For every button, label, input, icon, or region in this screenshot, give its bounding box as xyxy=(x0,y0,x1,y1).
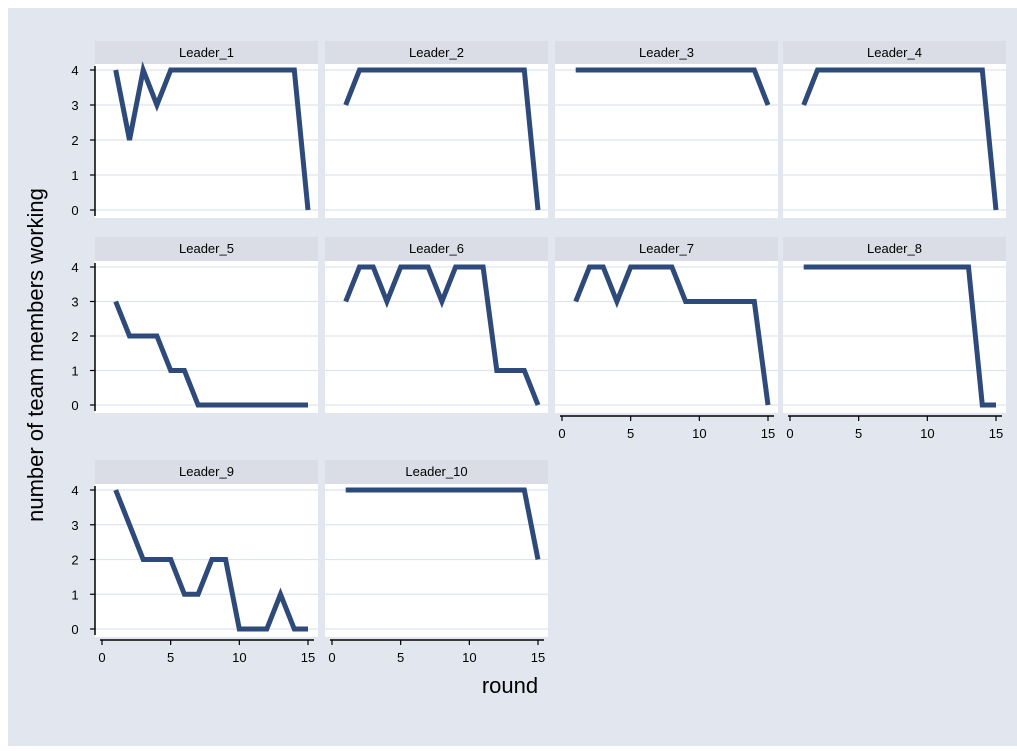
y-tick-label: 4 xyxy=(71,260,78,275)
panel-title: Leader_7 xyxy=(639,241,694,256)
y-tick-label: 1 xyxy=(71,168,78,183)
panel-plot-area xyxy=(783,64,1006,218)
y-tick-label: 0 xyxy=(71,203,78,218)
series-line-leader-8 xyxy=(803,264,996,408)
panel-plot-area xyxy=(95,64,318,218)
x-tick-label: 5 xyxy=(855,426,862,441)
series-line-leader-3 xyxy=(575,67,771,106)
series-line-leader-2 xyxy=(343,67,541,211)
x-axis-label: round xyxy=(482,673,538,698)
y-tick-label: 3 xyxy=(71,518,78,533)
series-line-leader-7 xyxy=(573,264,771,406)
x-tick-label: 5 xyxy=(397,650,404,665)
y-tick-label: 3 xyxy=(71,98,78,113)
panel-strip xyxy=(95,41,318,64)
panel-title: Leader_6 xyxy=(409,241,464,256)
x-tick-label: 15 xyxy=(531,650,545,665)
series-line-leader-1 xyxy=(113,61,311,211)
x-tick-label: 10 xyxy=(462,650,476,665)
panel-title: Leader_10 xyxy=(405,464,467,479)
panel-title: Leader_1 xyxy=(179,45,234,60)
y-tick-label: 3 xyxy=(71,295,78,310)
panel-strip xyxy=(555,41,778,64)
panel-title: Leader_3 xyxy=(639,45,694,60)
panel-1: Leader_1 0 1 2 3 4 xyxy=(71,41,318,218)
panel-strip xyxy=(555,237,778,261)
x-tick-label: 0 xyxy=(328,650,335,665)
panel-strip xyxy=(325,237,548,261)
panel-9: Leader_9 0 1 2 3 4 0 5 10 15 xyxy=(71,460,318,665)
panel-2: Leader_2 xyxy=(325,41,548,218)
panel-strip xyxy=(783,41,1006,64)
panel-plot-area xyxy=(95,484,318,637)
y-tick-label: 1 xyxy=(71,587,78,602)
x-tick-label: 15 xyxy=(761,426,775,441)
panel-7: Leader_7 0 5 10 15 xyxy=(555,237,778,441)
panel-plot-area xyxy=(555,261,778,413)
panel-3: Leader_3 xyxy=(555,41,778,218)
panel-plot-area xyxy=(555,64,778,218)
panel-title: Leader_8 xyxy=(867,241,922,256)
y-tick-label: 4 xyxy=(71,63,78,78)
panel-strip xyxy=(95,460,318,484)
panel-title: Leader_5 xyxy=(179,241,234,256)
x-tick-label: 15 xyxy=(989,426,1003,441)
x-tick-label: 0 xyxy=(98,650,105,665)
x-tick-label: 5 xyxy=(167,650,174,665)
series-line-leader-6 xyxy=(343,264,541,406)
y-axis-label: number of team members working xyxy=(23,188,48,522)
y-tick-label: 2 xyxy=(71,133,78,148)
x-tick-label: 10 xyxy=(232,650,246,665)
x-tick-label: 15 xyxy=(301,650,315,665)
x-tick-label: 0 xyxy=(558,426,565,441)
x-tick-label: 5 xyxy=(627,426,634,441)
y-tick-label: 1 xyxy=(71,364,78,379)
y-tick-label: 2 xyxy=(71,329,78,344)
series-line-leader-5 xyxy=(113,300,308,408)
panel-title: Leader_4 xyxy=(867,45,922,60)
series-line-leader-4 xyxy=(801,67,999,211)
y-tick-label: 0 xyxy=(71,398,78,413)
panel-plot-area xyxy=(325,64,548,218)
panel-8: Leader_8 0 5 10 15 xyxy=(783,237,1006,441)
y-tick-label: 2 xyxy=(71,553,78,568)
x-tick-label: 10 xyxy=(692,426,706,441)
panel-6: Leader_6 xyxy=(325,237,548,413)
panel-plot-area xyxy=(325,484,548,637)
panel-strip xyxy=(783,237,1006,261)
panel-strip xyxy=(325,41,548,64)
panel-title: Leader_2 xyxy=(409,45,464,60)
panel-10: Leader_10 0 5 10 15 xyxy=(325,460,548,665)
panel-title: Leader_9 xyxy=(179,464,234,479)
x-tick-label: 10 xyxy=(920,426,934,441)
x-tick-label: 0 xyxy=(786,426,793,441)
panel-strip xyxy=(95,237,318,261)
panel-4: Leader_4 xyxy=(783,41,1006,218)
series-line-leader-10 xyxy=(345,487,541,560)
panel-5: Leader_5 0 1 2 3 4 xyxy=(71,237,318,413)
panel-strip xyxy=(325,460,548,484)
y-tick-label: 4 xyxy=(71,483,78,498)
y-tick-label: 0 xyxy=(71,622,78,637)
series-line-leader-9 xyxy=(113,489,308,632)
